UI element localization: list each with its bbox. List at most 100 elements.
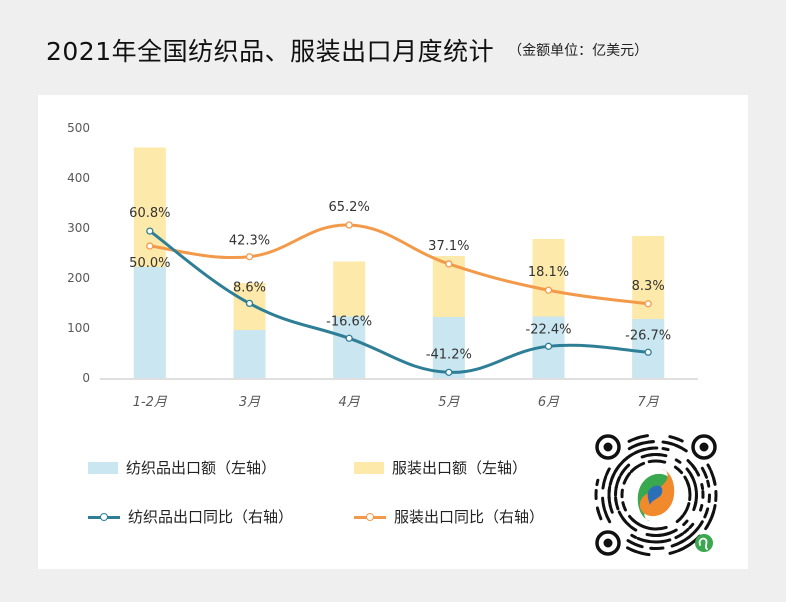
qr-finder-dot (603, 442, 613, 452)
x-tick-label: 6月 (538, 395, 560, 410)
bar-textile-0 (133, 267, 166, 378)
legend-swatch-apparel-line (354, 511, 386, 523)
qr-arc (616, 475, 622, 483)
qr-arc (682, 519, 689, 527)
point-textile-1 (245, 299, 254, 308)
qr-arc (595, 478, 600, 487)
data-label-apparel: 50.0% (129, 256, 170, 271)
qr-finder-ring (595, 434, 621, 460)
data-label-textile: -26.7% (625, 328, 671, 343)
mini-program-qr-code (594, 434, 718, 557)
data-label-textile: 8.6% (233, 280, 266, 295)
point-apparel-0 (146, 242, 154, 250)
qr-arc (668, 549, 679, 555)
point-apparel-2 (345, 221, 353, 229)
qr-arc (628, 514, 636, 523)
qr-arc (706, 479, 711, 488)
qr-arc (706, 463, 712, 471)
qr-arc (689, 473, 698, 489)
data-label-textile: 60.8% (129, 206, 170, 221)
qr-arc (661, 447, 670, 452)
qr-arc (647, 459, 658, 464)
legend-apparel-line: 服装出口同比（右轴） (354, 506, 544, 527)
y-tick-label: 300 (67, 221, 90, 235)
legend-label-apparel-line: 服装出口同比（右轴） (394, 508, 545, 526)
data-label-textile: -16.6% (326, 314, 372, 329)
qr-arc (673, 465, 684, 475)
qr-arc (704, 523, 710, 531)
qr-arc (619, 514, 627, 523)
legend-textile-line: 纺织品出口同比（右轴） (88, 506, 293, 527)
qr-arc (605, 467, 611, 477)
point-textile-3 (445, 368, 453, 377)
qr-arc (603, 508, 612, 524)
qr-arc (634, 543, 644, 549)
qr-arc (629, 525, 638, 532)
chart-title: 2021年全国纺织品、服装出口月度统计 (46, 37, 495, 66)
unit-note: （金额单位：亿美元） (508, 43, 649, 59)
qr-arc (601, 475, 608, 490)
qr-arc (688, 522, 695, 530)
legend-label-textile-line: 纺织品出口同比（右轴） (128, 508, 294, 526)
qr-arc (625, 546, 637, 553)
qr-arc (692, 500, 698, 512)
qr-arc (693, 526, 700, 534)
point-textile-2 (345, 334, 353, 342)
qr-arc (647, 446, 659, 451)
qr-arc (685, 502, 691, 511)
point-apparel-5 (644, 300, 652, 308)
data-label-apparel: 8.3% (632, 279, 665, 294)
chart-panel: 0 100 200 300 400 500 1-2月 3月 4月 5月 6月 7月 50.0% 42.3%… (38, 95, 748, 569)
qr-arc (677, 547, 685, 552)
qr-arc (691, 464, 698, 472)
data-label-apparel: 65.2% (329, 200, 370, 215)
legend-label-textile-bar: 纺织品出口额（左轴） (126, 459, 277, 477)
qr-arc (652, 525, 668, 531)
legend-swatch-textile-bar (88, 461, 118, 474)
qr-arc (626, 539, 638, 546)
qr-arc (670, 539, 685, 548)
legend-apparel-bar: 服装出口额（左轴） (354, 457, 527, 478)
line-apparel (148, 223, 650, 306)
x-tick-label: 3月 (239, 395, 261, 410)
legend-swatch-apparel-bar (354, 461, 384, 474)
data-label-textile: -41.2% (426, 347, 472, 362)
y-tick-label: 500 (67, 121, 90, 135)
qr-arc (619, 463, 631, 477)
qr-arc (675, 437, 684, 443)
combo-chart: 0 100 200 300 400 500 1-2月 3月 4月 5月 6月 7月 50.0% 42.3%… (67, 121, 698, 410)
qr-arc (682, 508, 689, 516)
qr-arc (695, 470, 701, 477)
legend-label-apparel-bar: 服装出口额（左轴） (392, 459, 528, 477)
x-tick-label: 4月 (339, 395, 361, 410)
qr-finder-dot (603, 538, 613, 548)
point-apparel-1 (245, 253, 254, 261)
logo-blue-leaf (647, 485, 663, 505)
legend-swatch-textile-line (88, 511, 120, 523)
x-tick-label: 5月 (438, 395, 460, 410)
qr-arc (698, 503, 704, 512)
qr-arc (614, 496, 618, 504)
qr-arc (638, 523, 655, 531)
qr-arc (703, 507, 710, 519)
qr-finder-ring (691, 434, 717, 460)
chart-title-row: 2021年全国纺织品、服装出口月度统计 （金额单位：亿美元） (46, 32, 648, 68)
qr-arc (700, 483, 705, 491)
bar-textile-3 (432, 317, 465, 378)
bar-textile-2 (333, 316, 366, 378)
data-label-textile: -22.4% (526, 322, 572, 337)
qr-finder-ring (595, 530, 621, 556)
qr-arc (633, 434, 650, 441)
qr-arc (674, 444, 688, 453)
qr-arc (617, 510, 623, 517)
qr-arc (641, 538, 651, 543)
point-textile-4 (544, 342, 553, 350)
qr-arc (625, 472, 632, 479)
x-tick-label: 7月 (638, 395, 660, 410)
point-textile-5 (644, 348, 652, 356)
qr-arc (675, 514, 685, 524)
point-textile-0 (146, 227, 154, 235)
y-tick-label: 200 (67, 271, 90, 285)
qr-arc (601, 501, 606, 511)
point-apparel-3 (445, 260, 453, 268)
